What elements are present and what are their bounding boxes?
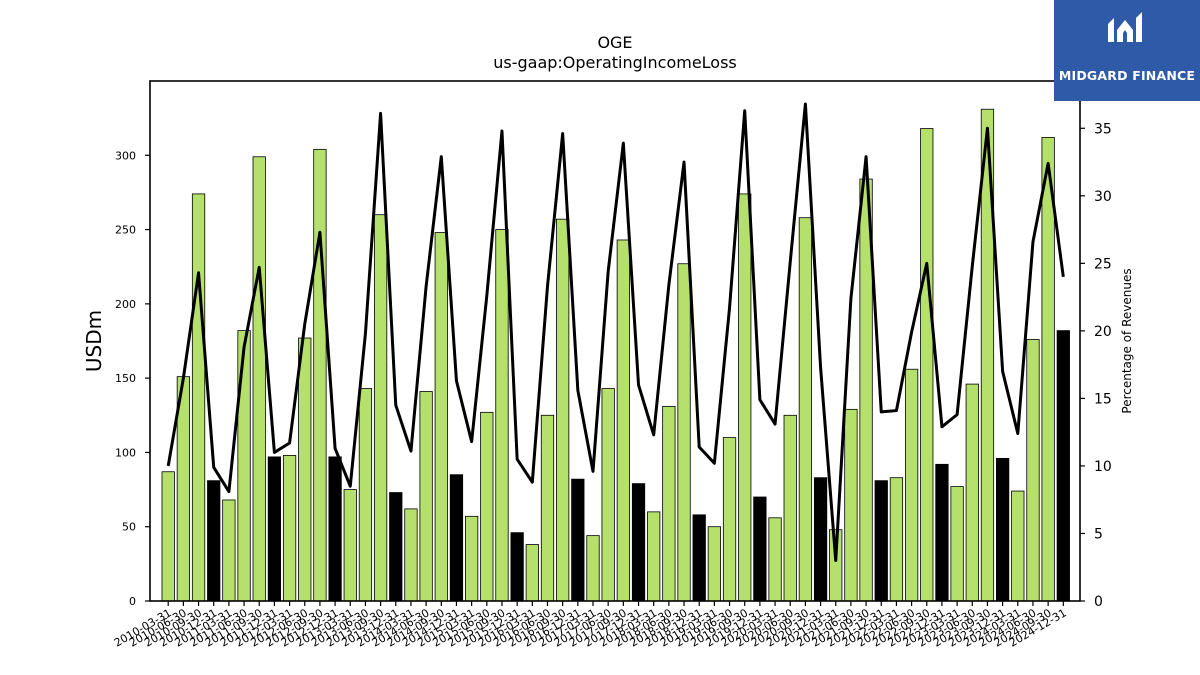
bar-2017-09-30 — [616, 239, 630, 602]
right-tick-label: 30 — [1094, 189, 1112, 205]
x-axis-ticks: 2010-03-312010-06-302010-09-302010-12-31… — [112, 601, 1069, 650]
bar-2012-09-30 — [313, 148, 327, 602]
y2-axis-label: Percentage of Revenues — [1120, 268, 1134, 413]
right-tick-label: 10 — [1094, 459, 1112, 475]
bar-2016-03-31 — [525, 544, 539, 602]
bar-2019-12-31 — [753, 496, 767, 602]
right-axis-ticks: 0 5 10 15 20 25 30 35 — [1080, 121, 1112, 610]
logo-text: MIDGARD FINANCE — [1058, 68, 1196, 83]
midgard-logo-icon — [1108, 12, 1142, 42]
bar-2019-09-30 — [738, 193, 752, 602]
plot-frame — [149, 80, 1081, 602]
bar-2020-06-30 — [783, 414, 797, 602]
bar-2010-12-31 — [207, 480, 221, 602]
bar-2013-09-30 — [373, 214, 388, 602]
bar-2014-12-31 — [449, 474, 464, 602]
bar-2011-06-30 — [237, 330, 251, 602]
bar-2015-09-30 — [495, 229, 509, 602]
bar-2017-12-31 — [631, 483, 646, 602]
bar-2016-06-30 — [540, 414, 555, 602]
midgard-logo: MIDGARD FINANCE — [1054, 0, 1200, 101]
bar-2020-09-30 — [798, 217, 813, 602]
bar-2021-06-30 — [844, 408, 858, 602]
bar-2010-09-30 — [191, 193, 206, 602]
line-series — [166, 102, 1065, 562]
bar-2019-03-31 — [707, 526, 721, 602]
left-axis-ticks: 0 50 100 150 200 250 300 — [115, 149, 150, 608]
chart-subtitle: us-gaap:OperatingIncomeLoss — [493, 53, 737, 72]
bar-2018-06-30 — [662, 405, 676, 602]
bar-2016-12-31 — [571, 478, 585, 602]
bar-2017-03-31 — [586, 535, 600, 602]
bar-2015-03-31 — [465, 515, 479, 602]
bar-2012-03-31 — [282, 454, 297, 602]
left-tick-label: 250 — [115, 224, 136, 237]
bar-2021-12-31 — [874, 480, 888, 602]
bar-2017-06-30 — [601, 388, 615, 602]
bar-2023-12-31 — [996, 457, 1010, 602]
bar-2015-12-31 — [510, 532, 524, 602]
bar-2012-12-31 — [328, 456, 342, 602]
bar-2018-03-31 — [647, 511, 661, 602]
bar-2019-06-30 — [722, 437, 737, 602]
left-tick-label: 50 — [122, 521, 136, 534]
bar-2013-03-31 — [343, 489, 357, 602]
bar-2011-12-31 — [267, 456, 282, 602]
bar-2022-03-31 — [889, 477, 904, 602]
bar-2014-03-31 — [404, 508, 418, 602]
right-tick-label: 5 — [1094, 526, 1103, 542]
left-tick-label: 150 — [115, 372, 136, 385]
bar-2011-03-31 — [222, 499, 236, 602]
left-tick-label: 200 — [115, 298, 136, 311]
bar-2020-12-31 — [813, 477, 828, 602]
left-tick-label: 100 — [115, 446, 136, 459]
axes — [149, 80, 1081, 602]
right-tick-label: 0 — [1094, 594, 1103, 610]
right-tick-label: 35 — [1094, 121, 1112, 137]
bar-2018-12-31 — [692, 514, 706, 602]
bar-2011-09-30 — [252, 156, 266, 602]
bar-2013-12-31 — [389, 492, 403, 602]
chart-title: OGE — [597, 33, 632, 52]
bar-2012-06-30 — [298, 337, 312, 602]
bar-2024-06-30 — [1026, 339, 1040, 602]
bar-2020-03-31 — [768, 517, 782, 602]
bar-2022-12-31 — [935, 463, 949, 602]
left-tick-label: 300 — [115, 149, 136, 162]
bar-2018-09-30 — [677, 263, 691, 602]
bar-series — [161, 108, 1070, 602]
bar-2022-06-30 — [904, 368, 919, 602]
percentage-line — [166, 102, 1065, 562]
right-tick-label: 20 — [1094, 324, 1112, 340]
bar-2023-03-31 — [950, 486, 964, 602]
bar-2013-06-30 — [358, 388, 373, 602]
bar-2015-06-30 — [480, 411, 494, 602]
bar-2014-06-30 — [419, 391, 433, 602]
bar-2022-09-30 — [920, 128, 934, 602]
bar-2016-09-30 — [556, 218, 570, 602]
right-tick-label: 15 — [1094, 391, 1112, 407]
bar-2024-03-31 — [1011, 490, 1025, 602]
left-tick-label: 0 — [129, 595, 136, 608]
bar-2024-12-31 — [1056, 330, 1070, 602]
y-axis-label: USDm — [82, 310, 106, 372]
right-tick-label: 25 — [1094, 256, 1112, 272]
bar-2014-09-30 — [434, 232, 448, 602]
bar-2010-03-31 — [161, 471, 175, 602]
bar-2023-06-30 — [965, 383, 979, 602]
